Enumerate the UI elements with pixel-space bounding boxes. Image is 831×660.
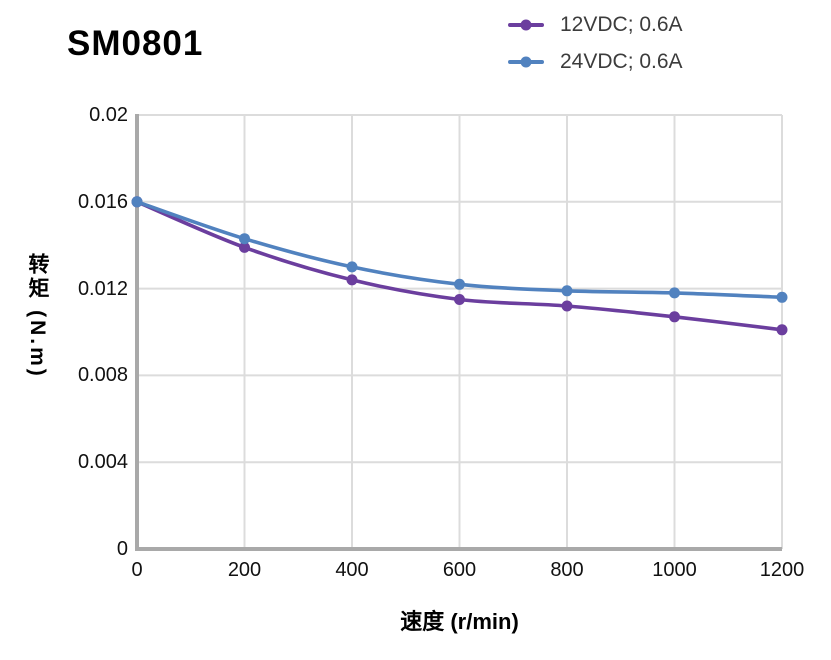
legend-label-12vdc: 12VDC; 0.6A <box>560 12 683 36</box>
legend: 12VDC; 0.6A 24VDC; 0.6A <box>508 6 683 80</box>
y-tick-label: 0.004 <box>77 451 128 474</box>
series-marker-1 <box>239 233 250 245</box>
x-tick-label: 0 <box>131 559 143 581</box>
series-marker-1 <box>346 261 358 273</box>
series-marker-1 <box>454 278 465 290</box>
legend-label-24vdc: 24VDC; 0.6A <box>560 49 683 73</box>
line-dot-marker-icon <box>508 55 544 68</box>
x-tick-label: 200 <box>227 559 262 581</box>
y-tick-label: 0.008 <box>77 364 128 387</box>
y-tick-label: 0.02 <box>89 104 128 126</box>
y-tick-label: 0.016 <box>77 190 128 213</box>
series-marker-0 <box>561 300 573 312</box>
legend-item-12vdc: 12VDC; 0.6A <box>508 6 683 43</box>
legend-dot <box>520 19 532 30</box>
legend-dot <box>520 56 532 67</box>
x-tick-label: 400 <box>335 559 369 581</box>
series-marker-1 <box>669 287 680 299</box>
series-marker-1 <box>131 196 143 208</box>
x-tick-label: 1200 <box>759 559 805 581</box>
legend-item-24vdc: 24VDC; 0.6A <box>508 43 683 80</box>
y-tick-label: 0 <box>116 538 128 560</box>
series-marker-0 <box>454 294 465 305</box>
y-axis-title: 转矩 (N.m) <box>26 253 49 379</box>
series-marker-0 <box>346 274 358 286</box>
x-tick-label: 600 <box>442 559 477 581</box>
chart-title: SM0801 <box>67 24 204 63</box>
y-tick-label: 0.012 <box>77 277 128 300</box>
series-marker-1 <box>561 285 573 297</box>
series-marker-0 <box>669 311 680 323</box>
x-axis-title: 速度 (r/min) <box>400 609 519 634</box>
series-marker-1 <box>776 291 788 303</box>
series-marker-0 <box>239 241 250 253</box>
line-dot-marker-icon <box>508 18 544 31</box>
x-tick-label: 1000 <box>652 559 697 581</box>
x-tick-label: 800 <box>550 559 584 581</box>
series-marker-0 <box>776 324 788 336</box>
